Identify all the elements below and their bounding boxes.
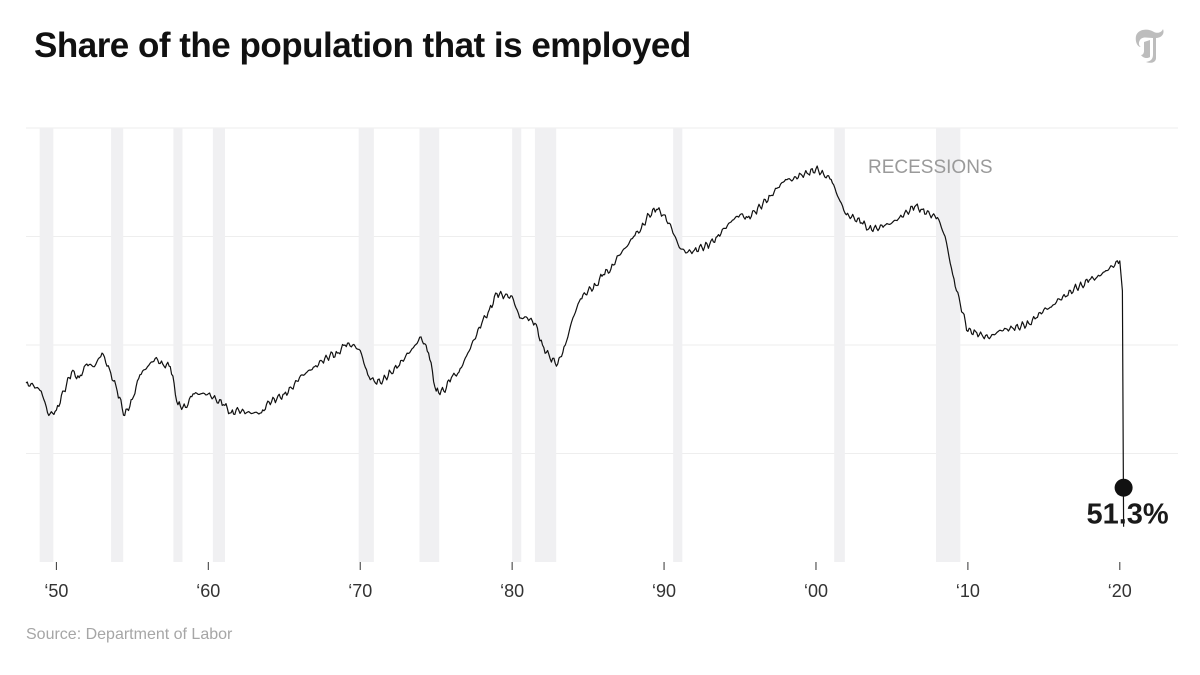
recession-band	[673, 128, 683, 562]
recessions-label: RECESSIONS	[868, 157, 993, 178]
end-value-label: 51.3%	[1086, 499, 1168, 531]
recession-band	[39, 128, 54, 562]
recession-band	[173, 128, 183, 562]
source-note: Source: Department of Labor	[26, 626, 233, 643]
recession-band	[212, 128, 226, 562]
recession-band	[512, 128, 522, 562]
series-line-group	[25, 165, 1125, 527]
recession-band	[358, 128, 374, 562]
x-tick-label: ‘20	[1108, 581, 1132, 601]
recession-band	[834, 128, 845, 562]
x-tick-label: ‘80	[500, 581, 524, 601]
end-point-marker	[1114, 478, 1133, 497]
x-tick-label: ‘50	[44, 581, 68, 601]
nyt-t-logo-icon	[1135, 29, 1164, 63]
x-tick-label: ‘90	[652, 581, 676, 601]
grid-lines	[26, 127, 1178, 454]
recession-band	[935, 128, 961, 562]
x-tick-label: ‘70	[348, 581, 372, 601]
page-title: Share of the population that is employed	[34, 26, 691, 65]
x-tick-label: ‘00	[804, 581, 828, 601]
recession-band	[534, 128, 557, 562]
recession-band	[419, 128, 440, 562]
x-axis-ticks: ‘50 ‘60 ‘70 ‘80 ‘90 ‘00 ‘10 ‘20	[44, 562, 1132, 601]
employment-series-line	[25, 165, 1125, 527]
x-tick-label: ‘10	[956, 581, 980, 601]
recession-bands	[39, 128, 961, 562]
recession-band	[111, 128, 124, 562]
x-tick-label: ‘60	[196, 581, 220, 601]
